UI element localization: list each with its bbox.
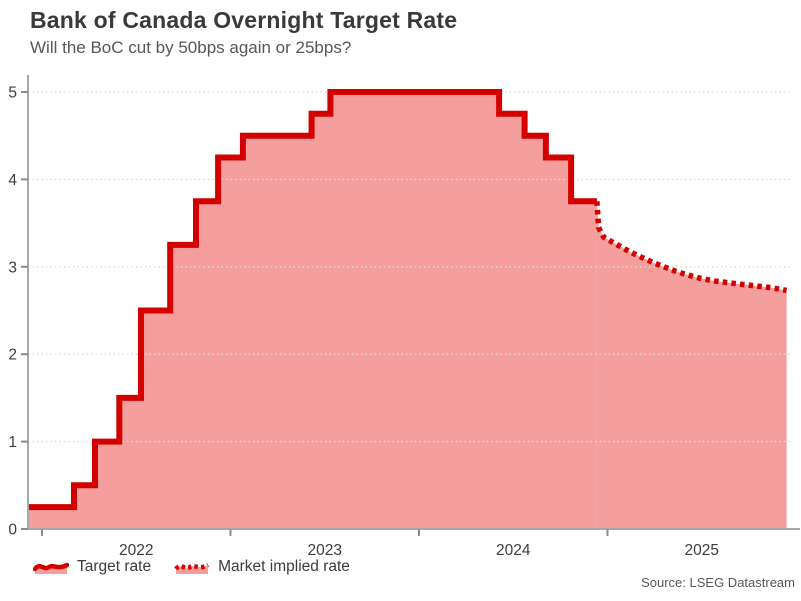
x-tick-label: 2024 [496, 542, 531, 559]
swatch-solid-line [33, 562, 69, 572]
implied-rate-line [594, 201, 788, 294]
swatch-dotted-line [174, 562, 210, 571]
legend: Target rate Market implied rate [33, 558, 350, 576]
target-rate-area [28, 92, 597, 529]
chart-title: Bank of Canada Overnight Target Rate [30, 7, 458, 33]
x-tick-label: 2025 [685, 542, 719, 559]
source-text: Source: LSEG Datastream [641, 575, 795, 590]
legend-item-market-implied-rate: Market implied rate [174, 558, 350, 576]
y-tick-label: 4 [8, 172, 17, 189]
chart-subtitle: Will the BoC cut by 50bps again or 25bps… [30, 38, 352, 57]
legend-label-target-rate: Target rate [77, 558, 152, 575]
y-tick-label: 2 [8, 347, 17, 364]
y-tick-label: 0 [8, 522, 17, 539]
y-tick-label: 1 [8, 434, 17, 451]
x-tick-label: 2023 [308, 542, 342, 559]
y-tick-label: 3 [8, 259, 17, 276]
x-tick-label: 2022 [119, 542, 153, 559]
legend-label-market-implied-rate: Market implied rate [218, 558, 350, 575]
implied-rate-swatch-icon [174, 562, 210, 574]
target-rate-line [28, 89, 597, 511]
target-rate-swatch-icon [33, 562, 69, 574]
swatch-area [176, 565, 209, 574]
legend-item-target-rate: Target rate [33, 558, 151, 576]
y-tick-label: 5 [8, 85, 17, 102]
implied-rate-area [596, 201, 787, 530]
